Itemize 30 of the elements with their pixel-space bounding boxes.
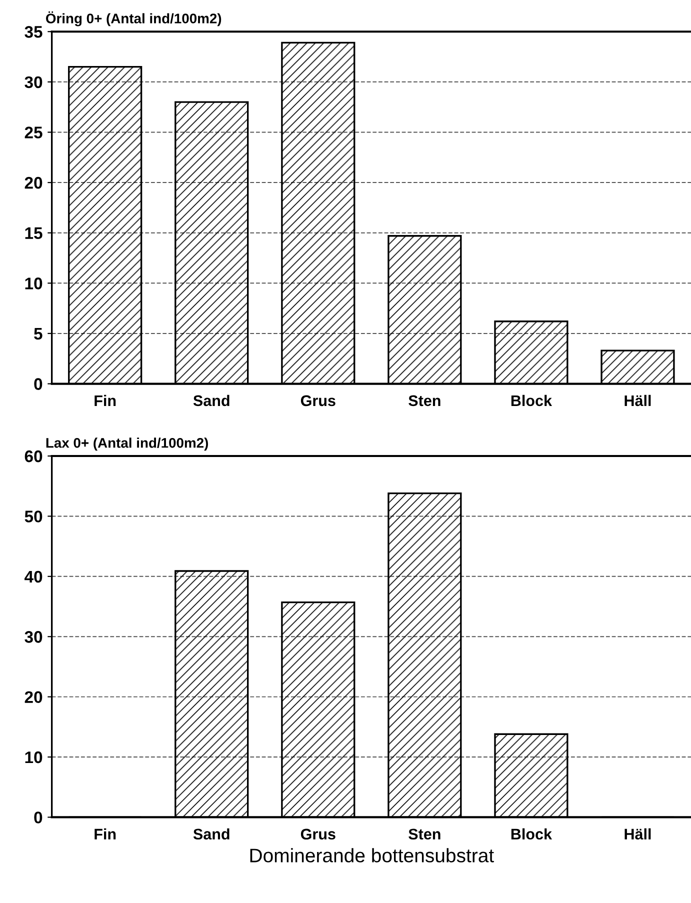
chart-title: Öring 0+ (Antal ind/100m2) (46, 11, 222, 26)
x-tick-label: Häll (624, 394, 651, 406)
x-tick-label: Fin (94, 394, 116, 406)
x-tick-label: Sand (193, 828, 230, 840)
x-tick-label: Sten (408, 395, 440, 406)
y-tick-label: 15 (25, 227, 42, 240)
y-tick-label: 10 (25, 751, 42, 764)
y-tick-label: 60 (24, 450, 42, 462)
y-tick-label: 10 (25, 278, 42, 290)
y-tick-label: 40 (24, 570, 42, 583)
y-tick-label: 0 (34, 812, 42, 824)
y-tick-label: 0 (34, 378, 42, 390)
y-tick-label: 20 (24, 176, 42, 189)
chart-title: Lax 0+ (Antal ind/100m2) (46, 438, 208, 451)
y-tick-label: 35 (24, 26, 42, 38)
x-tick-label: Grus (300, 828, 336, 840)
y-tick-label: 20 (24, 691, 42, 704)
x-tick-label: Sand (193, 394, 230, 406)
x-tick-label: Block (511, 394, 552, 406)
y-tick-label: 30 (24, 631, 42, 643)
y-tick-label: 5 (34, 328, 42, 340)
x-tick-label: Sten (408, 828, 440, 840)
x-tick-label: Block (511, 828, 552, 840)
y-tick-label: 50 (24, 510, 42, 522)
x-tick-label: Grus (300, 395, 336, 406)
y-tick-label: 30 (24, 76, 42, 88)
y-tick-label: 25 (24, 126, 42, 138)
x-tick-label: Fin (94, 828, 116, 840)
x-axis-title: Dominerande bottensubstrat (250, 848, 494, 862)
x-tick-label: Häll (624, 828, 651, 840)
